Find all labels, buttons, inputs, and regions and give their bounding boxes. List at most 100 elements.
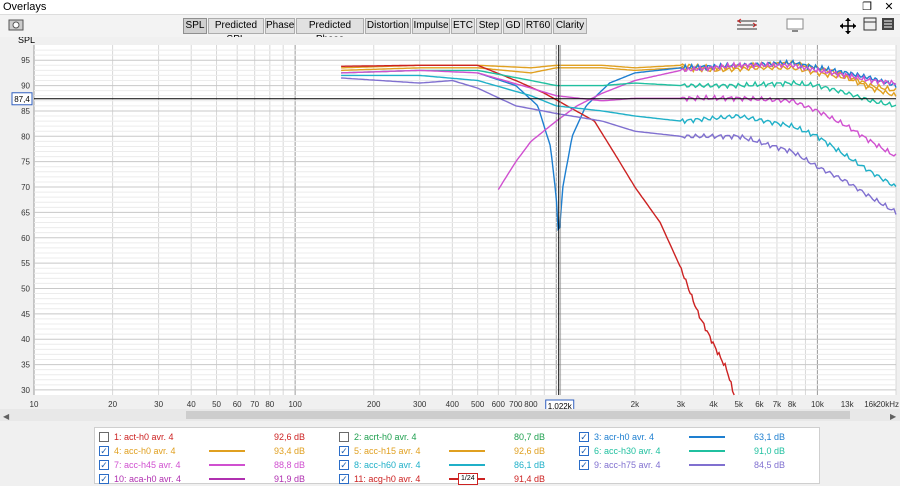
- legend-label: 11: acg-h0 avr. 4: [354, 474, 421, 484]
- series-line: [341, 64, 897, 97]
- legend-swatch: [209, 464, 245, 466]
- legend-swatch: [689, 450, 725, 452]
- legend-checkbox[interactable]: ✓: [339, 446, 349, 456]
- y-tick-label: 80: [21, 132, 30, 141]
- series-line: [341, 69, 897, 157]
- tab-distortion[interactable]: Distortion: [365, 18, 411, 34]
- x-tick-label: 30: [154, 400, 163, 409]
- y-tick-label: 50: [21, 284, 30, 293]
- x-tick-label: 10k: [811, 400, 825, 409]
- title-bar: Overlays ❐ ✕: [0, 0, 900, 15]
- tab-gd[interactable]: GD: [503, 18, 523, 34]
- x-tick-label: 300: [413, 400, 427, 409]
- x-tick-label: 100: [288, 400, 302, 409]
- legend-item: ✓ 6: acc-h30 avr. 4 91,0 dB: [579, 444, 815, 458]
- tab-impulse[interactable]: Impulse: [412, 18, 450, 34]
- legend-checkbox[interactable]: ✓: [99, 460, 109, 470]
- window-title: Overlays: [3, 1, 47, 13]
- x-tick-label: 70: [250, 400, 259, 409]
- legend-panel: 1: act-h0 avr. 4 92,6 dB 2: acrt-h0 avr. 4…: [94, 427, 820, 485]
- legend-value: 91,0 dB: [753, 446, 785, 456]
- x-tick-label: 200: [367, 400, 381, 409]
- legend-value: 92,6 dB: [513, 446, 545, 456]
- legend-swatch: [689, 464, 725, 466]
- move-icon[interactable]: [838, 17, 858, 35]
- legend-swatch: [449, 464, 485, 466]
- legend-swatch: [449, 450, 485, 452]
- x-tick-label: 500: [471, 400, 485, 409]
- close-icon[interactable]: ✕: [884, 1, 894, 13]
- legend-checkbox[interactable]: ✓: [339, 474, 349, 484]
- y-tick-labels: 95 90 85 80 75 70 65 60 55 50 45 40 35 30: [21, 56, 30, 395]
- legend-item: 2: acrt-h0 avr. 4 80,7 dB: [339, 430, 575, 444]
- legend-label: 10: aca-h0 avr. 4: [114, 474, 182, 484]
- tab-predicted-phase[interactable]: Predicted Phase: [296, 18, 364, 45]
- legend-checkbox[interactable]: ✓: [579, 446, 589, 456]
- legend-item: ✓ 3: acr-h0 avr. 4 63,1 dB: [579, 430, 815, 444]
- tab-step[interactable]: Step: [476, 18, 502, 34]
- x-tick-label: 600: [492, 400, 506, 409]
- x-tick-label: 4k: [709, 400, 718, 409]
- y-tick-label: 45: [21, 310, 30, 319]
- x-tick-label: 3k: [677, 400, 686, 409]
- restore-icon[interactable]: ❐: [862, 1, 872, 13]
- legend-item: ✓ 7: acc-h45 avr. 4 88,8 dB: [99, 458, 335, 472]
- panel-icon[interactable]: [860, 17, 880, 35]
- tab-rt60[interactable]: RT60: [524, 18, 552, 34]
- x-tick-label: 13k: [841, 400, 855, 409]
- y-tick-label: 85: [21, 107, 30, 116]
- y-tick-label: 70: [21, 183, 30, 192]
- tab-clarity[interactable]: Clarity: [553, 18, 587, 34]
- cursor-crosshair[interactable]: 87,4 1,022k: [11, 45, 896, 412]
- camera-icon[interactable]: [6, 17, 26, 35]
- x-tick-label: 8k: [788, 400, 797, 409]
- legend-label: 5: acc-h15 avr. 4: [354, 446, 421, 456]
- tab-predicted-spl[interactable]: Predicted SPL: [208, 18, 264, 45]
- list-icon[interactable]: [878, 17, 898, 35]
- y-tick-label: 35: [21, 361, 30, 370]
- spl-chart[interactable]: SPL 95 90 85 80 75 70 65 60 55 50 45 40 35 30 10 20 30 4…: [0, 37, 900, 427]
- y-tick-label: 30: [21, 386, 30, 395]
- legend-checkbox[interactable]: ✓: [579, 432, 589, 442]
- y-tick-label: 95: [21, 56, 30, 65]
- legend-value: 88,8 dB: [273, 460, 305, 470]
- legend-checkbox[interactable]: ✓: [339, 460, 349, 470]
- legend-label: 2: acrt-h0 avr. 4: [354, 432, 417, 442]
- tab-etc[interactable]: ETC: [451, 18, 475, 34]
- legend-label: 7: acc-h45 avr. 4: [114, 460, 181, 470]
- x-tick-label: 10: [30, 400, 39, 409]
- legend-checkbox[interactable]: [99, 432, 109, 442]
- plot-area: [34, 45, 896, 395]
- x-tick-label: 5k: [735, 400, 744, 409]
- legend-checkbox[interactable]: [339, 432, 349, 442]
- legend-swatch: [689, 436, 725, 438]
- display-icon[interactable]: [782, 17, 808, 35]
- y-tick-label: 90: [21, 82, 30, 91]
- legend-checkbox[interactable]: ✓: [99, 446, 109, 456]
- legend-value: 93,4 dB: [273, 446, 305, 456]
- tab-spl[interactable]: SPL: [183, 18, 207, 34]
- legend-label: 6: acc-h30 avr. 4: [594, 446, 661, 456]
- legend-label: 4: acc-h0 avr. 4: [114, 446, 176, 456]
- series-line: [341, 77, 897, 215]
- y-axis-label: SPL: [18, 37, 35, 45]
- legend-item: ✓ 8: acc-h60 avr. 4 86,1 dB: [339, 458, 575, 472]
- scroll-right-icon[interactable]: ▶: [890, 412, 897, 421]
- legend-label: 8: acc-h60 avr. 4: [354, 460, 421, 470]
- tab-phase[interactable]: Phase: [265, 18, 295, 34]
- legend-value: 91,4 dB: [513, 474, 545, 484]
- x-tick-label: 800: [524, 400, 538, 409]
- legend-value: 91,9 dB: [273, 474, 305, 484]
- controls-icon[interactable]: [734, 17, 760, 35]
- cursor-y-box: [11, 92, 33, 106]
- x-tick-label: 80: [265, 400, 274, 409]
- scrollbar-thumb[interactable]: [186, 411, 850, 419]
- series-line: [477, 58, 897, 232]
- legend-checkbox[interactable]: ✓: [579, 460, 589, 470]
- scroll-left-icon[interactable]: ◀: [3, 412, 10, 421]
- x-tick-label: 20kHz: [876, 400, 899, 409]
- y-tick-label: 75: [21, 158, 30, 167]
- legend-value: 86,1 dB: [513, 460, 545, 470]
- legend-checkbox[interactable]: ✓: [99, 474, 109, 484]
